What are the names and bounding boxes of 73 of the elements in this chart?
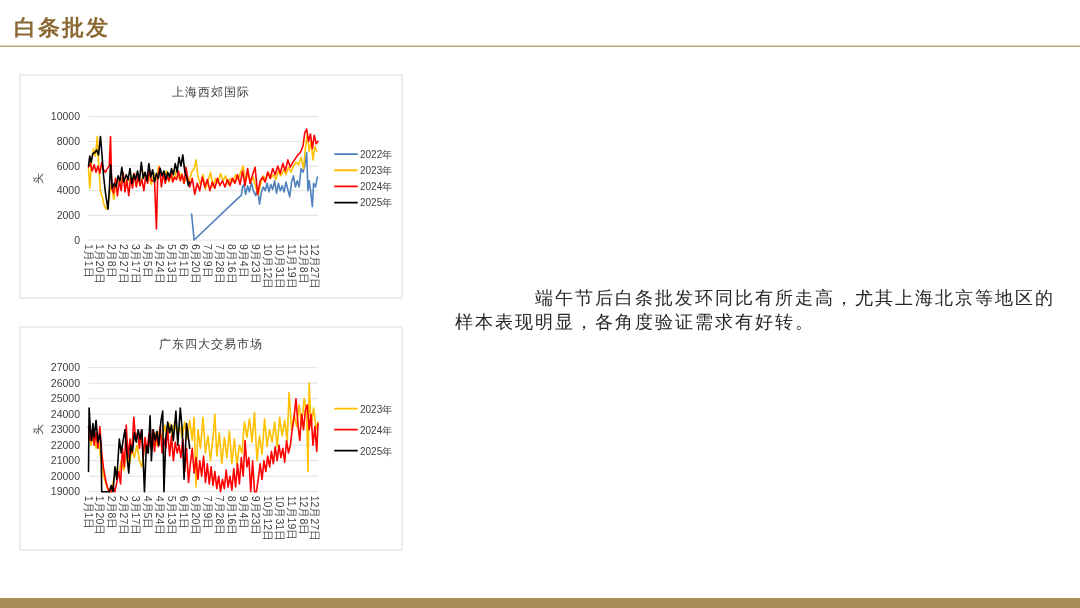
x-tick-label: 2月27日 bbox=[118, 244, 131, 284]
x-tick-label: 9月4日 bbox=[237, 495, 250, 530]
x-tick-label: 3月17日 bbox=[130, 244, 143, 284]
line-series bbox=[87, 135, 191, 210]
text: 端午节后白条批发环同比有所走高，尤其上海北京等地区的样本表现明显，各角度验证需求有好转。 bbox=[455, 286, 1056, 334]
x-tick-label: 10月12日 bbox=[261, 495, 274, 542]
y-tick-label: 6000 bbox=[56, 159, 81, 172]
y-tick-label: 8000 bbox=[56, 134, 81, 147]
line-series bbox=[87, 128, 319, 230]
y-tick-label: 26000 bbox=[50, 376, 81, 389]
x-tick-label: 10月31日 bbox=[273, 495, 286, 542]
y-tick-label: 21000 bbox=[50, 454, 81, 467]
legend-label: 2025年 bbox=[360, 197, 393, 209]
x-tick-label: 4月24日 bbox=[154, 244, 167, 284]
x-tick-label: 2月8日 bbox=[106, 495, 119, 530]
y-tick-label: 0 bbox=[74, 233, 81, 246]
x-tick-label: 2月8日 bbox=[106, 244, 119, 278]
x-tick-label: 10月12日 bbox=[261, 244, 274, 290]
y-tick-label: 2000 bbox=[56, 208, 81, 221]
x-tick-label: 7月9日 bbox=[201, 495, 214, 530]
y-tick-label: 25000 bbox=[50, 392, 81, 405]
x-tick-label: 8月16日 bbox=[225, 495, 238, 536]
line-series bbox=[87, 407, 191, 493]
line-series bbox=[87, 134, 318, 210]
x-tick-label: 4月5日 bbox=[142, 495, 155, 530]
x-tick-label: 6月20日 bbox=[190, 495, 203, 536]
x-tick-label: 6月20日 bbox=[190, 244, 203, 284]
x-tick-label: 6月1日 bbox=[178, 244, 191, 278]
y-tick-label: 22000 bbox=[50, 438, 81, 451]
x-tick-label: 11月19日 bbox=[285, 244, 298, 289]
x-tick-label: 5月13日 bbox=[166, 495, 179, 536]
x-tick-label: 10月31日 bbox=[273, 244, 286, 290]
x-tick-label: 1月1日 bbox=[82, 244, 95, 278]
line-series bbox=[190, 151, 319, 241]
y-axis-title: 头 bbox=[31, 424, 45, 436]
chart-title: 上海西郊国际 bbox=[172, 85, 250, 99]
x-tick-label: 7月28日 bbox=[213, 495, 226, 536]
x-tick-label: 4月5日 bbox=[142, 244, 155, 278]
x-tick-label: 9月23日 bbox=[249, 244, 262, 284]
x-tick-label: 4月24日 bbox=[154, 495, 167, 536]
x-tick-label: 2月27日 bbox=[118, 495, 131, 536]
x-tick-label: 9月4日 bbox=[237, 244, 250, 278]
y-tick-label: 19000 bbox=[50, 485, 81, 498]
x-tick-label: 3月17日 bbox=[130, 495, 143, 536]
x-tick-label: 8月16日 bbox=[225, 244, 238, 284]
x-tick-label: 1月1日 bbox=[82, 495, 95, 530]
x-tick-label: 5月13日 bbox=[166, 244, 179, 284]
legend-label: 2023年 bbox=[360, 165, 393, 177]
legend-label: 2025年 bbox=[360, 445, 393, 457]
y-tick-label: 10000 bbox=[50, 110, 81, 123]
x-tick-label: 12月8日 bbox=[297, 495, 310, 536]
x-tick-label: 6月1日 bbox=[178, 495, 191, 530]
y-tick-label: 20000 bbox=[50, 469, 81, 482]
legend-label: 2022年 bbox=[360, 148, 393, 160]
x-tick-label: 12月8日 bbox=[297, 244, 310, 284]
x-tick-label: 12月27日 bbox=[309, 244, 322, 290]
text: 白条批发 bbox=[14, 14, 110, 40]
y-tick-label: 4000 bbox=[56, 184, 81, 197]
legend-label: 2024年 bbox=[360, 424, 393, 436]
x-tick-label: 9月23日 bbox=[249, 495, 262, 536]
x-tick-label: 11月19日 bbox=[285, 495, 298, 541]
x-tick-label: 12月27日 bbox=[309, 495, 322, 542]
legend-label: 2023年 bbox=[360, 403, 393, 415]
legend-label: 2024年 bbox=[360, 181, 393, 193]
x-tick-label: 7月28日 bbox=[213, 244, 226, 284]
y-tick-label: 23000 bbox=[50, 423, 81, 436]
x-tick-label: 1月20日 bbox=[94, 244, 107, 284]
y-axis-title: 头 bbox=[31, 172, 45, 184]
chart-title: 广东四大交易市场 bbox=[159, 337, 263, 351]
y-tick-label: 24000 bbox=[50, 407, 81, 420]
x-tick-label: 7月9日 bbox=[201, 244, 214, 278]
y-tick-label: 27000 bbox=[50, 361, 81, 374]
x-tick-label: 1月20日 bbox=[94, 495, 107, 536]
